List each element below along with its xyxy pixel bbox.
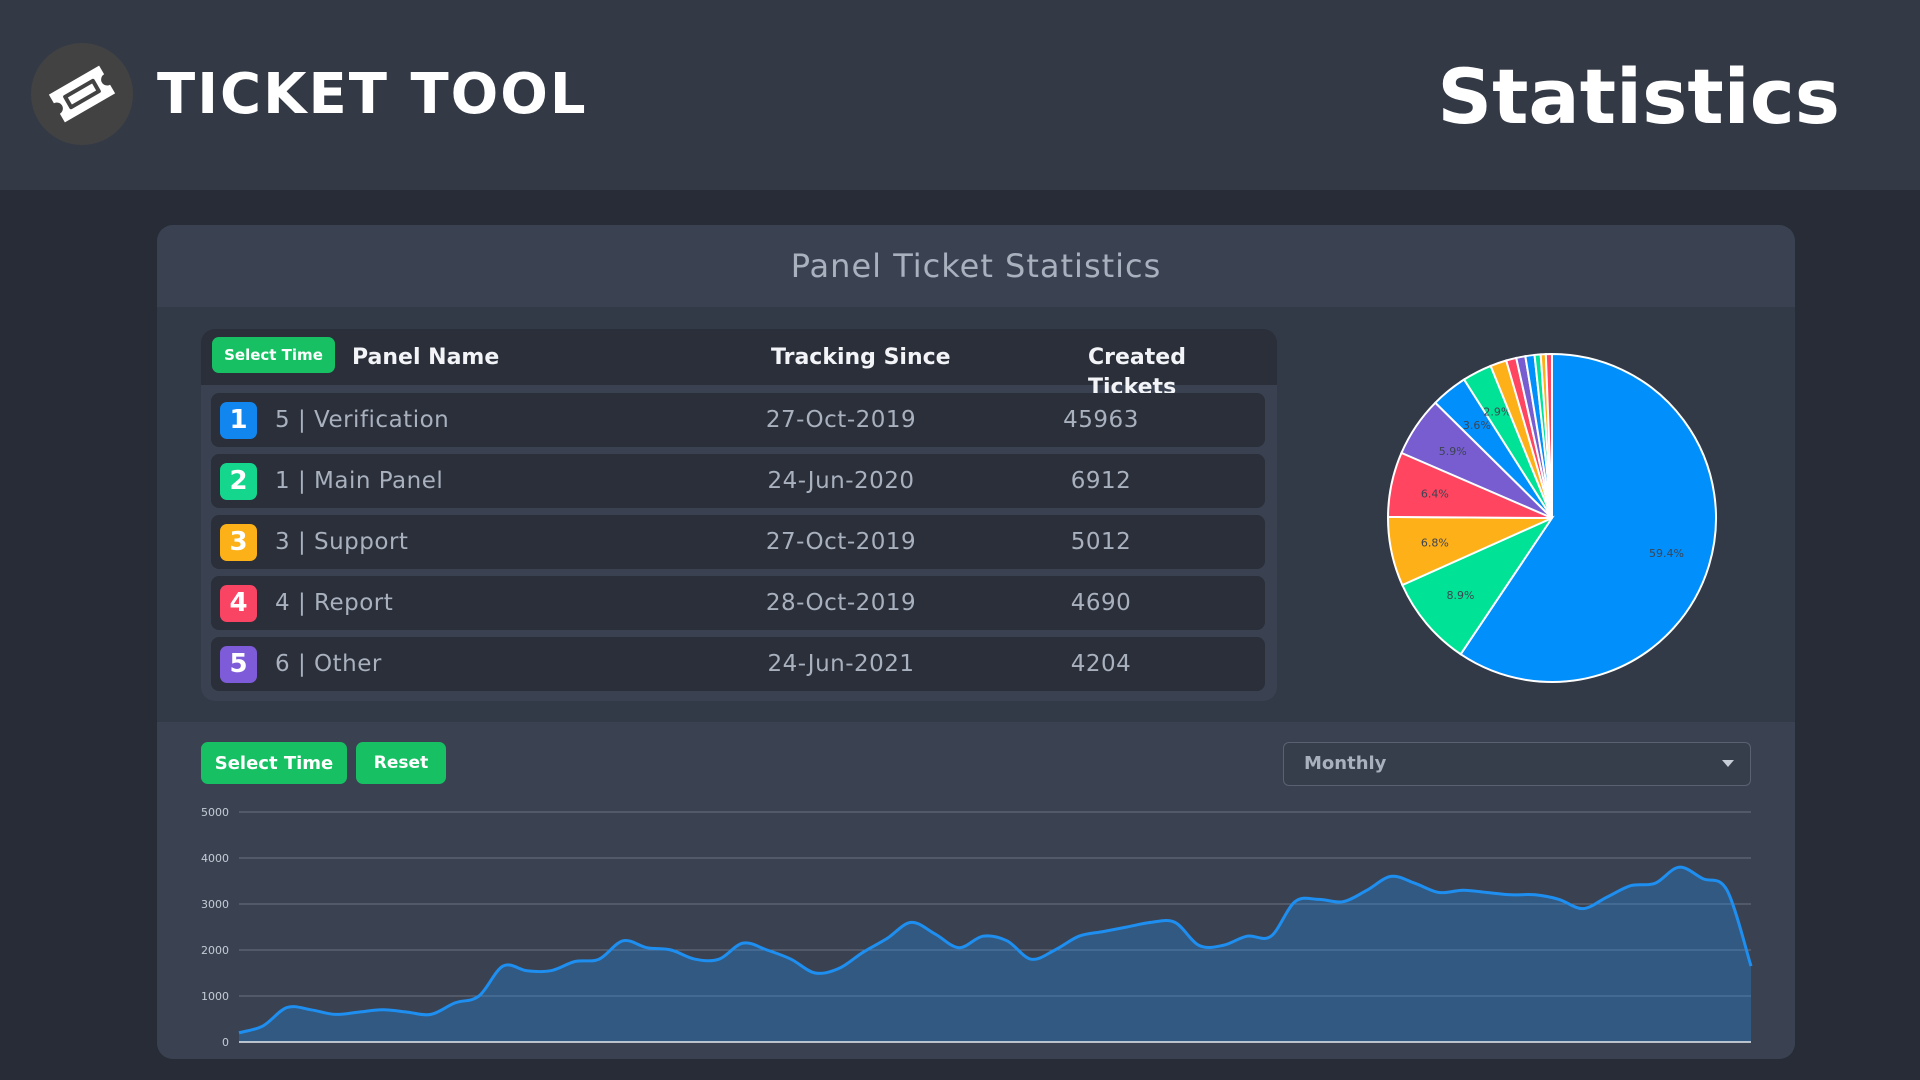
pie-slice-label: 5.9% — [1439, 445, 1467, 458]
rank-badge: 4 — [220, 585, 257, 622]
created-tickets: 5012 — [1070, 529, 1132, 555]
panel-name: 6 | Other — [275, 651, 382, 677]
pie-chart: 59.4% 8.9% 6.8% 6.4% 5.9% 3.6%2.9% — [1386, 352, 1717, 683]
tracking-since: 27-Oct-2019 — [765, 407, 917, 433]
select-time-button-table[interactable]: Select Time — [212, 337, 335, 373]
rank-badge: 5 — [220, 646, 257, 683]
pie-slice[interactable] — [1544, 352, 1553, 519]
tracking-since: 24-Jun-2021 — [767, 651, 915, 677]
y-tick-label: 1000 — [201, 990, 229, 1003]
y-tick-label: 5000 — [201, 806, 229, 819]
table-row[interactable]: 2 1 | Main Panel 24-Jun-2020 6912 — [211, 454, 1265, 508]
y-tick-label: 2000 — [201, 944, 229, 957]
brand-name: TICKET TOOL — [157, 62, 588, 127]
select-time-button[interactable]: Select Time — [201, 742, 347, 784]
panel-statistics-card: Panel Ticket Statistics Select Time Pane… — [157, 225, 1795, 1059]
caret-down-icon — [1722, 760, 1734, 767]
ticket-icon — [48, 65, 116, 123]
card-header: Panel Ticket Statistics — [157, 225, 1795, 307]
table-row[interactable]: 1 5 | Verification 27-Oct-2019 45963 — [211, 393, 1265, 447]
interval-select-value: Monthly — [1304, 753, 1387, 774]
panel-name: 3 | Support — [275, 529, 409, 555]
page-title: Statistics — [1437, 52, 1840, 141]
rank-badge: 1 — [220, 402, 257, 439]
column-tracking-since: Tracking Since — [771, 345, 951, 370]
pie-slice-label: 2.9% — [1483, 405, 1511, 418]
reset-button[interactable]: Reset — [356, 742, 446, 784]
pie-slice[interactable] — [1459, 352, 1717, 683]
created-tickets: 4204 — [1070, 651, 1132, 677]
timeline-section: Select Time Reset Monthly 0 1000 2000 3000 4… — [157, 722, 1795, 1059]
series-line — [238, 865, 1753, 1035]
pie-slice-label: 8.9% — [1447, 589, 1475, 602]
panel-name: 5 | Verification — [275, 407, 450, 433]
panel-name: 4 | Report — [275, 590, 394, 616]
panel-name: 1 | Main Panel — [275, 468, 444, 494]
panel-table: Select Time Panel Name Tracking Since Cr… — [201, 329, 1277, 701]
logo — [31, 43, 133, 145]
y-tick-label: 0 — [222, 1036, 229, 1049]
area-fill — [239, 867, 1751, 1042]
tracking-since: 24-Jun-2020 — [767, 468, 915, 494]
pie-slice-label: 6.4% — [1421, 487, 1449, 500]
table-row[interactable]: 3 3 | Support 27-Oct-2019 5012 — [211, 515, 1265, 569]
rank-badge: 2 — [220, 463, 257, 500]
column-panel-name: Panel Name — [352, 345, 500, 370]
created-tickets: 4690 — [1070, 590, 1132, 616]
app-header: TICKET TOOL Statistics — [0, 0, 1920, 190]
pie-slice[interactable] — [1400, 515, 1555, 656]
table-row[interactable]: 5 6 | Other 24-Jun-2021 4204 — [211, 637, 1265, 691]
column-created-tickets: Created Tickets — [1088, 345, 1186, 400]
created-tickets: 6912 — [1070, 468, 1132, 494]
y-tick-label: 3000 — [201, 898, 229, 911]
table-row[interactable]: 4 4 | Report 28-Oct-2019 4690 — [211, 576, 1265, 630]
tickets-area-chart: 0 1000 2000 3000 4000 5000 — [201, 806, 1753, 1049]
tracking-since: 28-Oct-2019 — [765, 590, 917, 616]
rank-badge: 3 — [220, 524, 257, 561]
created-tickets: 45963 — [1063, 407, 1139, 433]
pie-slice-label: 6.8% — [1421, 537, 1449, 550]
pie-slice-label: 59.4% — [1649, 547, 1684, 560]
tracking-since: 27-Oct-2019 — [765, 529, 917, 555]
y-tick-label: 4000 — [201, 852, 229, 865]
interval-select[interactable]: Monthly — [1283, 742, 1751, 786]
table-header: Select Time Panel Name Tracking Since Cr… — [201, 329, 1277, 400]
card-title: Panel Ticket Statistics — [790, 247, 1162, 285]
pie-slice-label: 3.6% — [1463, 419, 1491, 432]
